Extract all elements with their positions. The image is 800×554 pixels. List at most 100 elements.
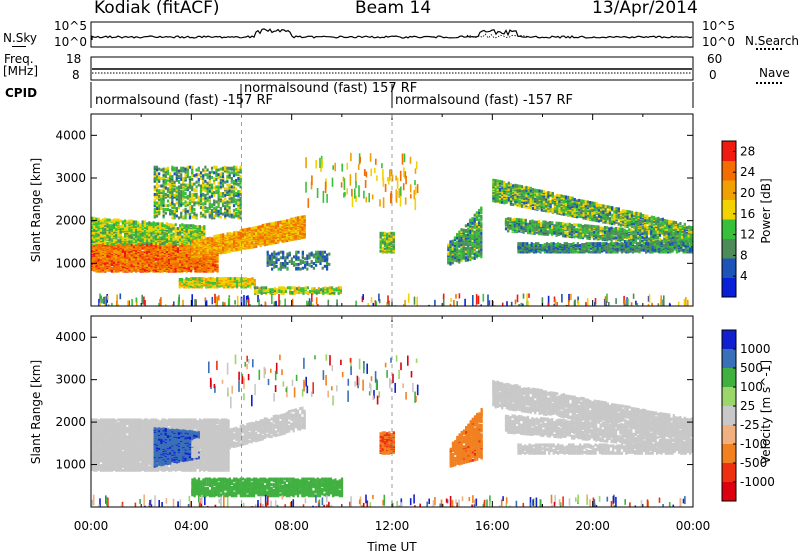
range-gate-cell [162, 204, 165, 208]
range-gate-cell [153, 171, 156, 175]
range-gate-cell [202, 254, 205, 258]
range-gate-cell [168, 242, 171, 246]
range-gate-cell [158, 207, 161, 210]
range-gate-cell [170, 225, 173, 229]
range-gate-cell [321, 255, 324, 259]
range-gate-cell [228, 185, 231, 189]
range-gate-cell [313, 287, 316, 291]
range-gate-cell [273, 252, 276, 256]
range-gate-cell [148, 233, 151, 237]
range-gate-cell [155, 208, 159, 212]
range-gate-cell [260, 289, 263, 293]
range-gate-cell [467, 255, 470, 259]
range-gate-cell [126, 250, 129, 253]
range-gate-cell [456, 246, 459, 250]
range-gate-cell [296, 216, 300, 220]
range-gate-cell [121, 251, 124, 255]
range-gate-cell [137, 242, 140, 246]
range-gate-cell [137, 245, 140, 249]
range-gate-cell [299, 220, 302, 224]
range-gate-cell [158, 205, 161, 209]
range-gate-cell [157, 222, 160, 226]
range-gate-cell [191, 177, 194, 181]
range-gate-cell [155, 165, 159, 169]
range-gate-cell [467, 233, 470, 237]
range-gate-cell [132, 245, 135, 249]
range-gate-cell [195, 189, 198, 193]
range-gate-cell [130, 232, 133, 236]
range-gate-cell [195, 239, 198, 243]
range-gate-cell [467, 246, 470, 250]
range-gate-cell [191, 240, 194, 243]
range-gate-cell [206, 237, 209, 241]
range-gate-cell [464, 224, 467, 228]
range-gate-cell [225, 279, 228, 283]
range-gate-cell [451, 239, 454, 243]
range-gate-cell [160, 206, 163, 210]
range-gate-cell [449, 246, 452, 250]
range-gate-cell [447, 243, 450, 247]
range-gate-cell [177, 179, 181, 183]
range-gate-cell [248, 239, 251, 243]
range-gate-cell [197, 198, 200, 202]
range-gate-cell [458, 256, 461, 259]
range-gate-cell [175, 192, 178, 195]
range-gate-cell [451, 254, 454, 258]
range-gate-cell [130, 219, 133, 223]
range-gate-cell [339, 289, 342, 293]
range-gate-cell [239, 235, 242, 239]
range-gate-cell [213, 242, 216, 246]
range-gate-cell [108, 220, 111, 224]
range-gate-cell [248, 246, 251, 250]
range-gate-cell [146, 261, 149, 265]
range-gate-cell [224, 196, 227, 200]
range-gate-cell [284, 262, 287, 265]
range-gate-cell [262, 286, 265, 290]
range-gate-cell [246, 233, 249, 237]
range-gate-cell [268, 222, 271, 226]
range-gate-cell [137, 235, 140, 239]
range-gate-cell [173, 166, 176, 170]
range-gate-cell [315, 260, 318, 264]
range-gate-cell [208, 195, 211, 199]
range-gate-cell [204, 240, 207, 244]
range-gate-cell [159, 227, 162, 230]
range-gate-cell [447, 252, 450, 256]
range-gate-cell [460, 228, 463, 232]
range-gate-cell [183, 266, 186, 269]
range-gate-cell [237, 242, 240, 246]
range-gate-cell [219, 185, 222, 189]
range-gate-cell [233, 282, 236, 286]
range-gate-cell [99, 251, 102, 255]
range-gate-cell [301, 220, 304, 224]
range-gate-cell [180, 199, 183, 203]
range-gate-cell [230, 190, 233, 194]
range-gate-cell [204, 165, 207, 169]
range-gate-cell [154, 262, 157, 266]
range-gate-cell [250, 241, 253, 244]
range-gate-cell [164, 211, 167, 215]
range-gate-cell [187, 230, 190, 234]
range-gate-cell [198, 236, 201, 240]
range-gate-cell [99, 230, 102, 234]
range-gate-cell [295, 257, 298, 261]
range-gate-cell [311, 287, 314, 291]
range-gate-cell [186, 211, 189, 215]
range-gate-cell [215, 206, 218, 210]
range-gate-cell [171, 200, 174, 204]
range-gate-cell [95, 264, 98, 268]
range-gate-cell [263, 225, 267, 229]
range-gate-cell [271, 255, 274, 259]
range-gate-cell [247, 279, 250, 283]
range-gate-cell [252, 242, 256, 246]
range-gate-cell [230, 215, 233, 219]
range-gate-cell [148, 229, 151, 233]
range-gate-cell [274, 238, 278, 242]
range-gate-cell [237, 177, 240, 180]
range-gate-cell [199, 173, 203, 177]
range-gate-cell [180, 173, 183, 177]
range-gate-cell [153, 198, 156, 202]
range-gate-cell [128, 219, 131, 223]
range-gate-cell [110, 239, 113, 243]
range-gate-cell [222, 280, 225, 284]
